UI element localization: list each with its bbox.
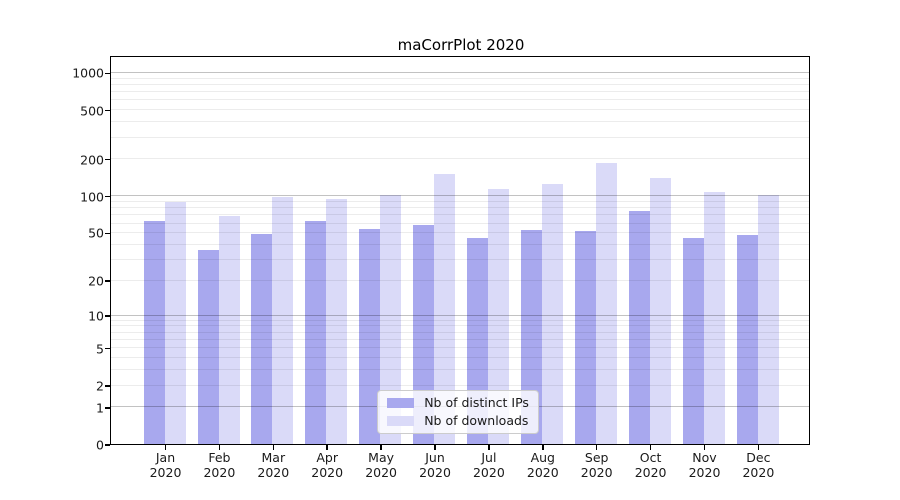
x-tick-mark [164,445,167,450]
y-tick-mark [105,385,111,387]
minor-gridline [111,158,810,160]
legend-item-distinct-ips: Nb of distinct IPs [387,396,529,410]
bar-sep-distinct-ips [574,230,596,445]
minor-gridline [111,91,810,93]
x-tick-label: Mar 2020 [257,450,290,480]
y-tick-label: 100 [80,189,104,205]
x-tick-label: Jun 2020 [419,450,451,480]
plot-area: Nb of distinct IPs Nb of downloads [110,56,811,446]
bar-oct-downloads [649,177,671,445]
x-tick-label: Feb 2020 [203,450,236,480]
x-tick-label: Jan 2020 [149,450,182,480]
bar-feb-downloads [218,215,240,445]
minor-gridline [111,99,810,101]
y-tick-label: 1000 [72,65,104,81]
legend-item-downloads: Nb of downloads [387,414,529,428]
x-tick-mark [649,445,652,450]
x-tick-mark [595,445,598,450]
bar-mar-downloads [272,196,294,445]
bar-mar-distinct-ips [251,233,273,445]
bar-may-downloads [380,195,402,445]
y-tick-mark [105,109,111,112]
x-tick-label: Nov 2020 [688,450,721,480]
bar-jan-downloads [164,202,186,445]
bar-nov-distinct-ips [682,238,704,445]
x-tick-mark [434,445,436,450]
x-tick-label: May 2020 [365,450,397,480]
legend: Nb of distinct IPs Nb of downloads [377,390,539,435]
y-tick-label: 10 [88,308,104,324]
major-gridline [111,71,810,73]
bar-may-distinct-ips [359,228,381,445]
x-tick-mark [757,445,760,450]
y-tick-label: 200 [80,152,104,168]
minor-gridline [111,83,810,85]
x-tick-label: Oct 2020 [634,450,667,480]
bar-nov-downloads [703,191,725,445]
x-tick-label: Apr 2020 [311,450,344,480]
y-tick-label: 2 [96,378,104,394]
y-tick-label: 5 [96,341,104,357]
x-tick-label: Sep 2020 [580,450,613,480]
y-tick-mark [105,72,111,75]
x-tick-mark [218,445,221,450]
x-tick-mark [542,445,544,450]
bar-sep-downloads [595,163,617,445]
x-tick-label: Jul 2020 [472,450,505,480]
bar-feb-distinct-ips [197,249,219,445]
x-tick-mark [272,445,275,450]
bar-dec-distinct-ips [736,234,758,445]
x-tick-mark [703,445,706,450]
bar-jun-downloads [434,174,456,445]
y-tick-label: 1 [96,400,104,416]
y-tick-mark [105,195,111,198]
chart-title: maCorrPlot 2020 [397,36,525,54]
y-tick-mark [105,315,111,317]
y-tick-mark [105,158,111,161]
bar-aug-downloads [541,184,563,445]
minor-gridline [111,136,810,138]
x-tick-mark [488,445,490,450]
y-tick-label: 20 [88,273,104,289]
y-tick-label: 0 [96,437,104,453]
legend-label-downloads: Nb of downloads [424,413,529,429]
x-tick-mark [326,445,328,450]
bar-apr-downloads [326,199,348,445]
x-tick-label: Aug 2020 [526,450,559,480]
bar-dec-downloads [757,195,779,445]
bar-jan-distinct-ips [143,221,165,445]
y-tick-label: 50 [88,225,104,241]
x-tick-mark [380,445,382,450]
minor-gridline [111,121,810,123]
legend-label-distinct-ips: Nb of distinct IPs [424,395,529,411]
y-tick-mark [105,232,111,235]
bar-jul-downloads [488,188,510,445]
legend-swatch-distinct-ips-icon [387,398,415,409]
bar-jun-distinct-ips [413,224,435,445]
minor-gridline [111,109,810,111]
legend-swatch-downloads-icon [387,416,415,427]
y-tick-label: 500 [80,103,104,119]
y-tick-mark [105,406,111,409]
y-tick-mark [105,444,111,446]
y-tick-mark [105,347,111,350]
bar-oct-distinct-ips [628,211,650,445]
y-tick-mark [105,280,111,282]
minor-gridline [111,77,810,79]
bar-apr-distinct-ips [305,221,327,445]
x-tick-label: Dec 2020 [742,450,775,480]
